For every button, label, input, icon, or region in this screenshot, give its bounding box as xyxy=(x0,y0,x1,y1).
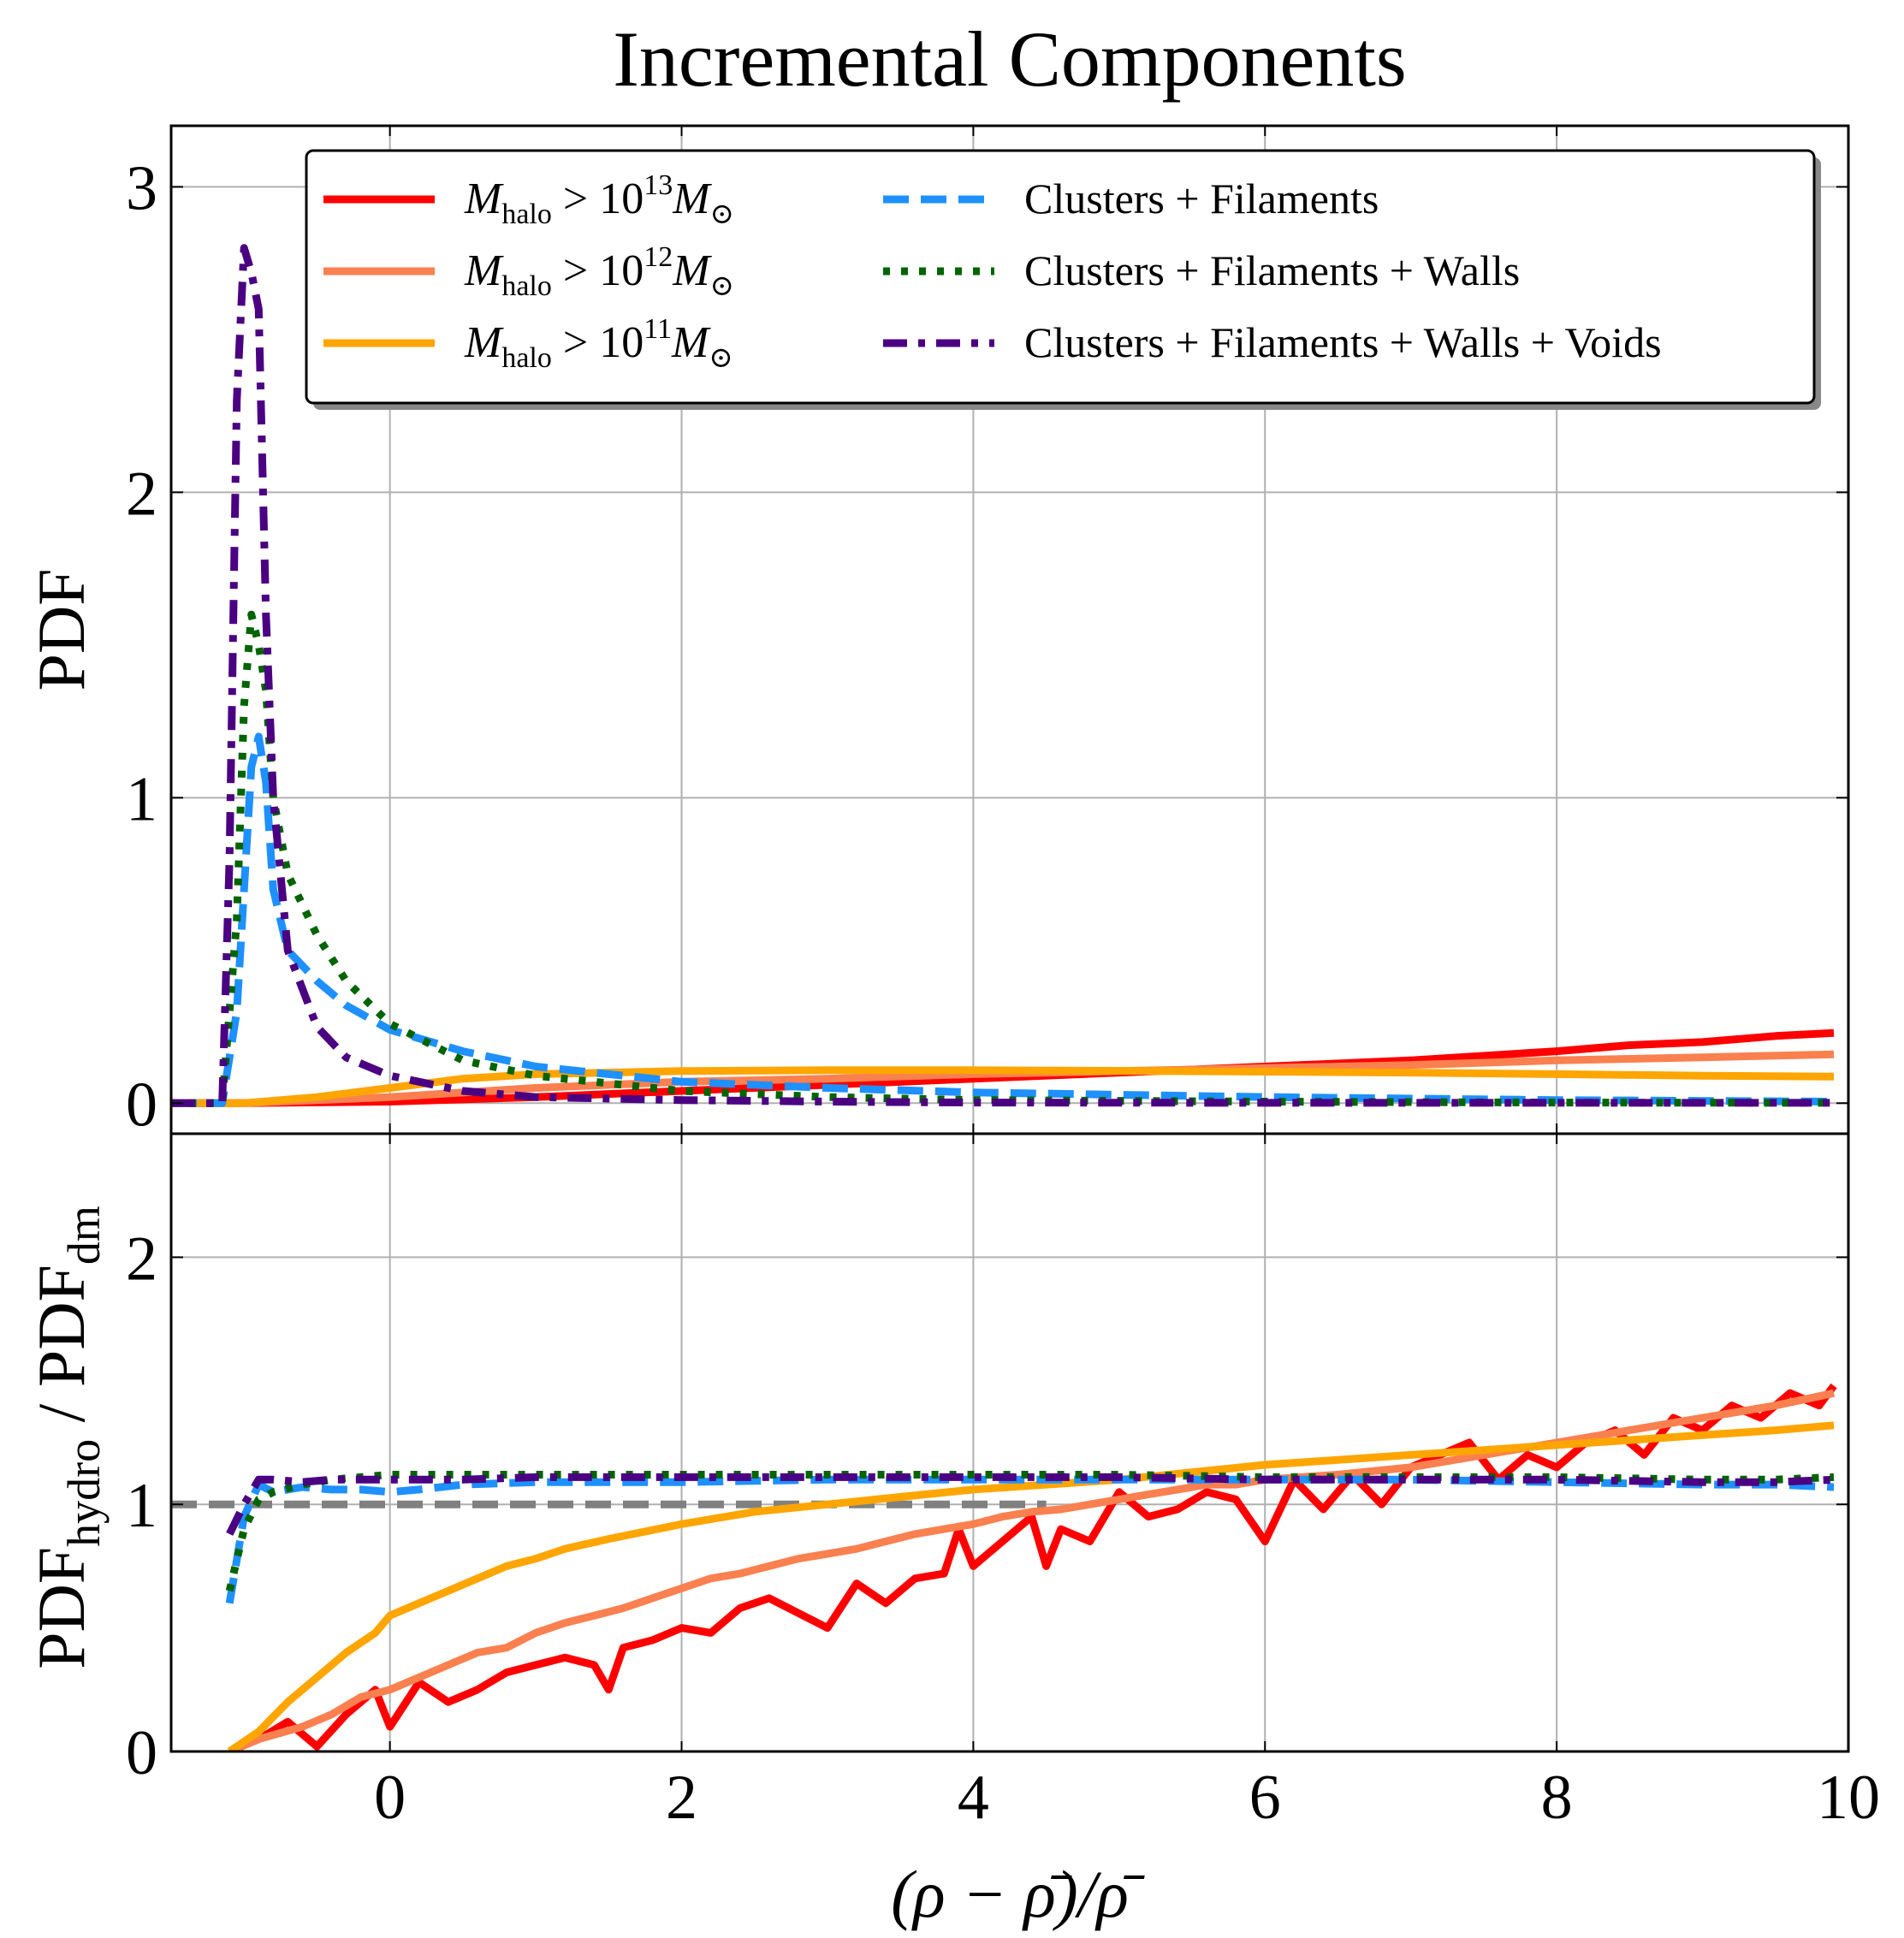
bottom-y-axis-label: PDFhydro / PDFdm xyxy=(24,1206,110,1669)
x-tick-label: 6 xyxy=(1249,1763,1281,1833)
y-tick-label: 2 xyxy=(126,1224,157,1294)
y-tick-label: 0 xyxy=(126,1070,157,1140)
y-tick-label: 1 xyxy=(126,1471,157,1541)
x-axis-label: (ρ − ρ̄)/ρ̄ xyxy=(891,1857,1145,1931)
legend-label: Mhalo > 1011M⊙ xyxy=(464,313,733,374)
series-line xyxy=(171,610,1835,1107)
top-y-axis-label: PDF xyxy=(24,568,98,690)
y-tick-label: 3 xyxy=(126,153,157,223)
legend-label: Mhalo > 1012M⊙ xyxy=(464,241,734,302)
x-axis-ticks: 0 2 4 6 8 10 xyxy=(374,1763,1880,1833)
x-tick-label: 2 xyxy=(666,1763,697,1833)
series-line xyxy=(171,1050,1835,1107)
x-tick-label: 10 xyxy=(1817,1763,1880,1833)
legend: Mhalo > 1013M⊙ Mhalo > 1012M⊙ Mhalo > 1011… xyxy=(305,149,1816,405)
bottom-axes-frame xyxy=(169,1132,1850,1753)
legend-label: Clusters + Filaments + Walls xyxy=(1024,246,1520,294)
y-tick-label: 0 xyxy=(126,1718,157,1788)
bottom-series-group xyxy=(171,1383,1837,1751)
series-line xyxy=(227,1421,1835,1751)
series-line xyxy=(228,1389,1835,1751)
bottom-panel: 0 1 2 PDFhydro / PDFdm xyxy=(24,1132,1850,1788)
series-line xyxy=(228,1383,1837,1751)
bottom-y-ticks: 0 1 2 xyxy=(126,1224,1848,1788)
series-line xyxy=(226,1473,1835,1536)
chart-title: Incremental Components xyxy=(613,15,1406,103)
y-tick-label: 1 xyxy=(126,764,157,834)
y-tick-label: 2 xyxy=(126,459,157,529)
series-line xyxy=(171,732,1835,1107)
x-tick-label: 8 xyxy=(1541,1763,1573,1833)
series-line xyxy=(171,1066,1835,1107)
top-y-ticks: 0 1 2 3 xyxy=(126,153,1848,1140)
legend-label: Clusters + Filaments + Walls + Voids xyxy=(1024,318,1662,366)
x-tick-label: 4 xyxy=(958,1763,989,1833)
series-line xyxy=(171,244,1834,1107)
x-tick-label: 0 xyxy=(374,1763,406,1833)
legend-items: Mhalo > 1013M⊙ Mhalo > 1012M⊙ Mhalo > 1011… xyxy=(323,169,1662,374)
top-panel: 0 1 2 3 PDF xyxy=(24,124,1850,1140)
legend-label: Clusters + Filaments xyxy=(1024,175,1379,222)
series-line xyxy=(225,1471,1835,1592)
legend-label: Mhalo > 1013M⊙ xyxy=(464,169,734,230)
top-series-group xyxy=(171,244,1835,1107)
legend-box xyxy=(305,149,1816,405)
